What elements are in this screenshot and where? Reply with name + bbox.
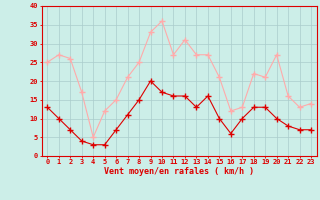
X-axis label: Vent moyen/en rafales ( km/h ): Vent moyen/en rafales ( km/h )	[104, 167, 254, 176]
